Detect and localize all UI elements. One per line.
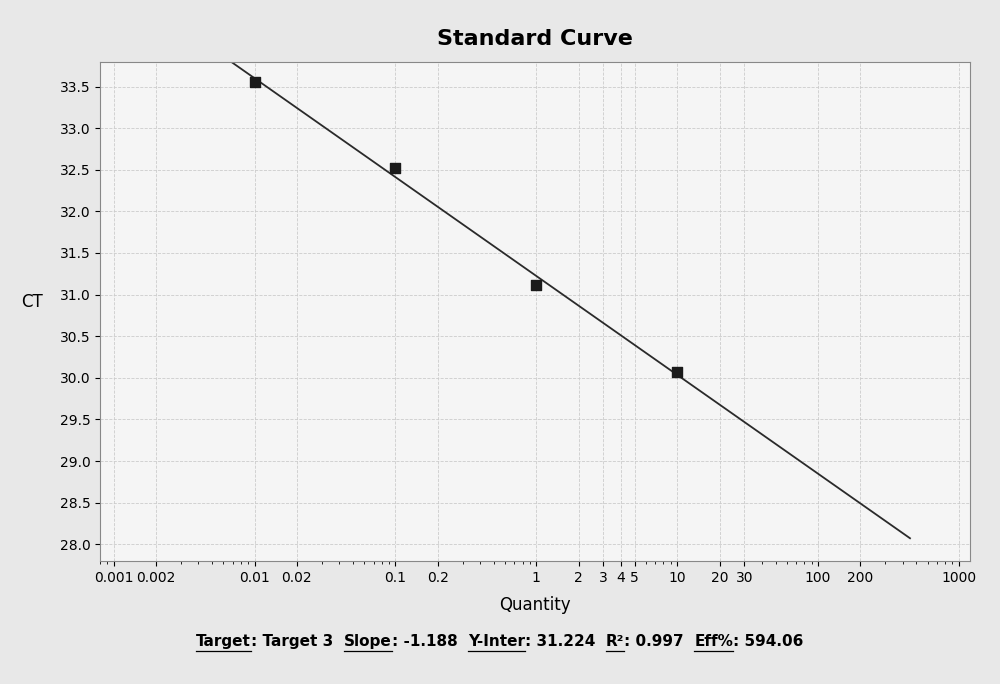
Point xyxy=(669,367,685,378)
Y-axis label: CT: CT xyxy=(21,293,43,311)
Text: : 31.224: : 31.224 xyxy=(525,634,606,649)
Text: : 594.06: : 594.06 xyxy=(733,634,804,649)
Text: : -1.188: : -1.188 xyxy=(392,634,468,649)
Text: R²: R² xyxy=(606,634,624,649)
Text: Y-Inter: Y-Inter xyxy=(468,634,525,649)
X-axis label: Quantity: Quantity xyxy=(499,596,571,614)
Title: Standard Curve: Standard Curve xyxy=(437,29,633,49)
Text: : 0.997: : 0.997 xyxy=(624,634,694,649)
Text: : Target 3: : Target 3 xyxy=(251,634,344,649)
Text: Slope: Slope xyxy=(344,634,392,649)
Point xyxy=(247,76,263,87)
Text: Target: Target xyxy=(196,634,251,649)
Point xyxy=(387,163,403,174)
Text: Eff%: Eff% xyxy=(694,634,733,649)
Point xyxy=(528,279,544,290)
